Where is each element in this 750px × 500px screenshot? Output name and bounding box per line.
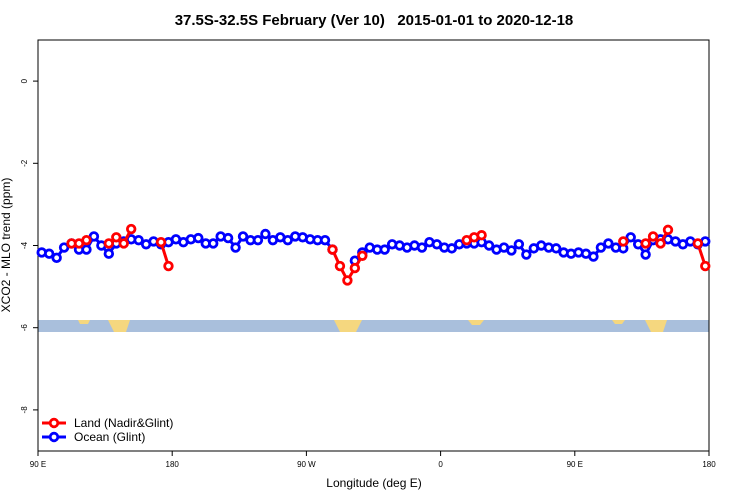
x-tick-label: 90 W [297,460,316,469]
land-shape [612,320,625,324]
data-point [118,238,129,249]
data-point [349,262,361,274]
data-point [230,242,241,253]
y-axis-label: XCO2 - MLO trend (ppm) [0,178,13,313]
data-point [88,231,100,242]
data-point [379,244,390,255]
data-point [700,260,711,272]
y-tick-label: -6 [20,324,29,332]
data-point [662,224,674,236]
land-shape [78,320,90,324]
data-point [81,244,92,255]
data-point [125,223,137,235]
legend-label: Ocean (Glint) [74,430,145,444]
data-point [595,242,607,253]
data-point [483,240,495,251]
data-point [640,249,651,260]
data-point [208,238,219,249]
land-shape [108,320,130,332]
land-shape [334,320,362,332]
y-tick-label: -2 [20,159,29,167]
y-tick-label: 0 [20,78,29,83]
data-point [446,243,457,254]
x-tick-label: 90 E [567,460,583,469]
x-tick-label: 180 [702,460,716,469]
data-point [282,234,293,246]
data-point [133,234,144,246]
data-point [260,228,271,240]
x-tick-label: 180 [166,460,180,469]
x-tick-label: 90 E [30,460,46,469]
data-point [357,250,368,261]
data-point [476,230,487,241]
x-tick-label: 0 [438,460,443,469]
y-tick-label: -4 [20,241,29,249]
data-point [588,251,599,262]
data-point [103,248,115,259]
data-point [334,260,346,272]
data-point [193,232,204,244]
data-point [513,239,525,250]
data-point [81,234,92,246]
data-point [319,234,331,246]
data-point [111,232,122,243]
series-line [71,228,707,284]
data-point [43,248,55,259]
data-point [655,238,666,249]
data-point [521,249,532,260]
data-point [237,231,249,242]
data-point [252,234,264,246]
data-point [163,260,174,272]
data-point [640,238,651,249]
data-point [155,237,167,248]
data-point [222,232,234,244]
data-point [618,236,629,247]
ocean-strip [38,320,709,332]
data-point [342,275,353,286]
data-point [603,238,614,249]
data-point [327,244,338,255]
data-point [58,242,70,253]
chart-title: 37.5S-32.5S February (Ver 10) 2015-01-01… [175,12,574,29]
land-shape [468,320,484,325]
data-point [416,242,428,253]
map-strip [38,320,709,332]
data-point [692,238,704,249]
land-shape [645,320,667,332]
data-point [625,232,636,243]
legend-marker [48,417,60,429]
data-point [103,238,115,249]
y-tick-label: -8 [20,406,29,414]
data-point [550,243,562,254]
data-point [506,245,517,256]
data-point [51,252,62,264]
x-axis-label: Longitude (deg E) [326,476,421,490]
data-point [647,231,659,242]
legend-label: Land (Nadir&Glint) [74,416,173,430]
legend-marker [48,431,60,443]
